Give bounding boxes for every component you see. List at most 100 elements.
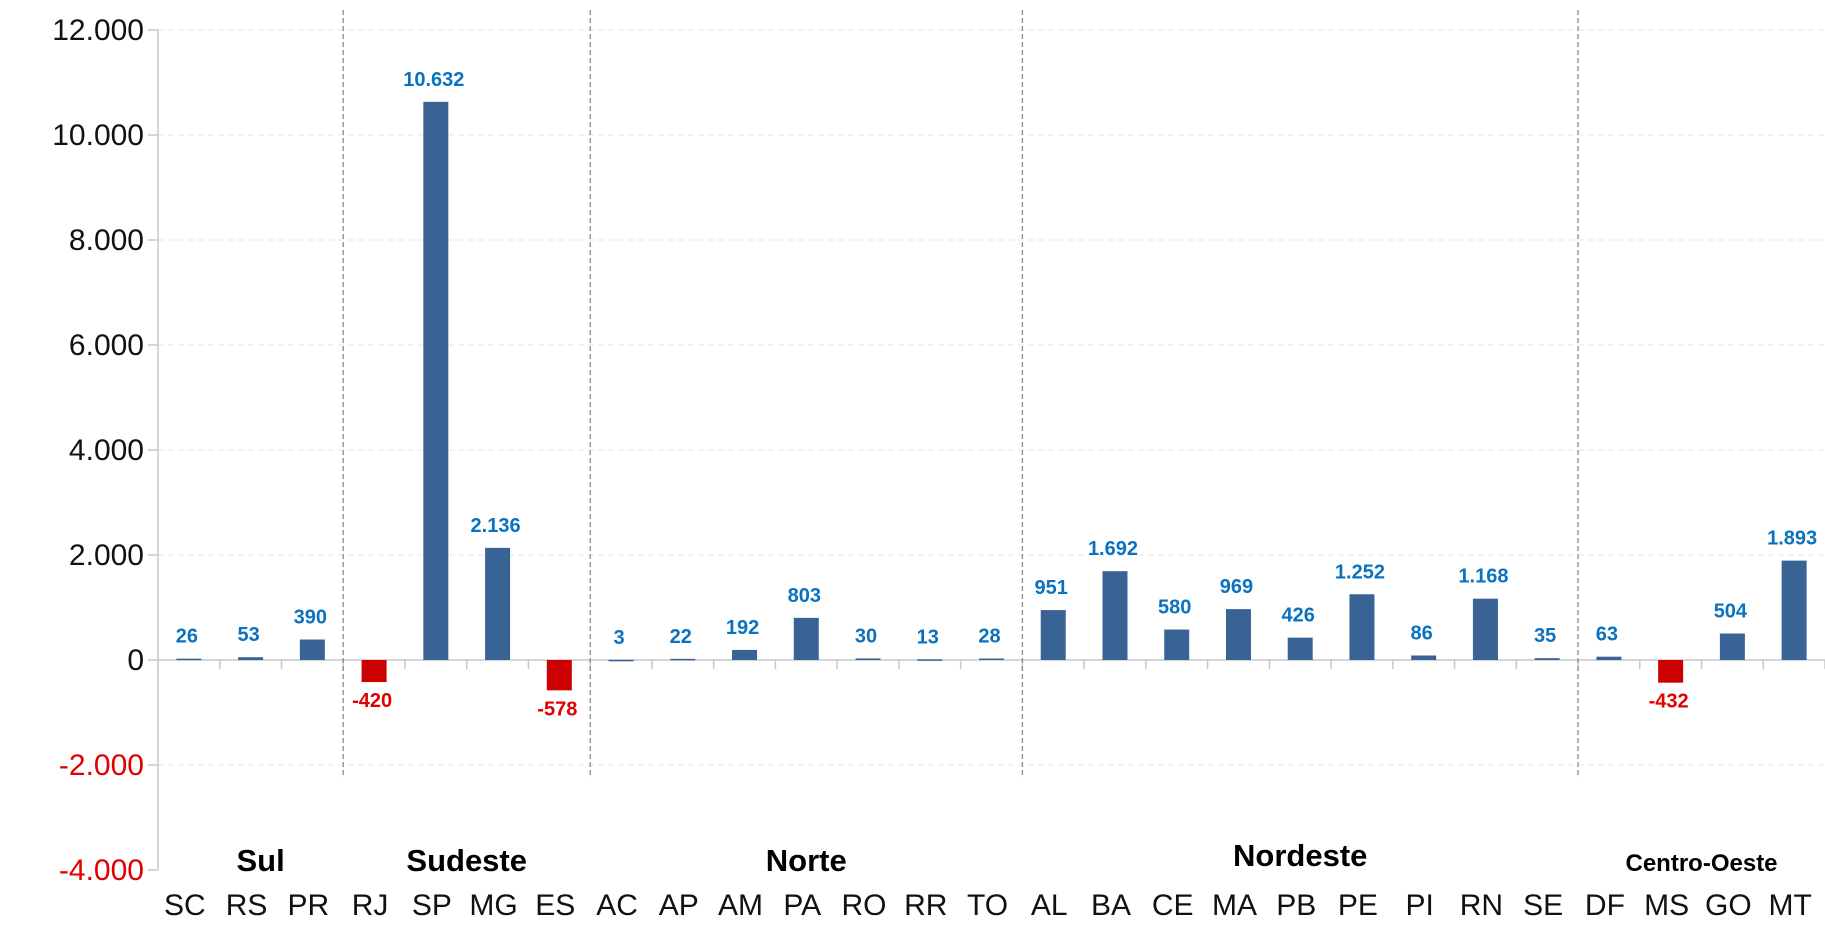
bar-mt [1781,560,1807,660]
data-label-rs: 53 [237,624,259,646]
x-category-label-pr: PR [288,889,330,922]
region-label-nordeste: Nordeste [1233,838,1367,873]
data-label-pi: 86 [1411,622,1433,644]
y-tick-label: 12.000 [52,14,144,47]
bar-rn [1472,598,1498,660]
bar-pa [793,617,819,660]
bar-rj [361,660,387,683]
region-label-sudeste: Sudeste [406,843,527,878]
x-category-label-ac: AC [596,889,638,922]
x-category-label-sp: SP [412,889,452,922]
data-label-am: 192 [726,617,759,639]
x-category-label-go: GO [1705,889,1752,922]
y-tick-label: 2.000 [69,539,144,572]
data-label-mg: 2.136 [471,515,521,537]
bar-pr [299,639,325,660]
bar-sc [176,658,202,661]
bar-rr [917,659,943,661]
y-tick-label: -4.000 [59,854,144,887]
data-label-pa: 803 [788,585,821,607]
region-label-norte: Norte [766,843,847,878]
x-category-label-es: ES [535,889,575,922]
x-category-label-se: SE [1523,889,1563,922]
x-category-label-rs: RS [226,889,268,922]
data-label-go: 504 [1714,601,1748,623]
x-category-label-sc: SC [164,889,206,922]
x-category-label-rr: RR [904,889,947,922]
x-category-label-ap: AP [659,889,699,922]
data-label-sp: 10.632 [403,69,464,91]
bar-sp [423,101,449,660]
bar-ba [1102,571,1128,660]
bar-ac [608,659,634,662]
data-label-sc: 26 [176,626,198,648]
x-category-label-al: AL [1031,889,1068,922]
bar-ro [855,658,881,660]
bar-pb [1287,637,1313,660]
x-category-label-mt: MT [1768,889,1811,922]
bar-pe [1349,594,1375,660]
data-label-ro: 30 [855,625,877,647]
gridlines [158,29,1825,766]
data-label-to: 28 [978,626,1000,648]
bar-es [546,660,572,691]
bar-pi [1411,655,1437,660]
x-category-label-ba: BA [1091,889,1131,922]
bar-al [1040,610,1066,660]
y-tick-label: 10.000 [52,119,144,152]
data-label-ce: 580 [1158,597,1191,619]
data-label-ms: -432 [1649,691,1689,713]
data-label-ba: 1.692 [1088,538,1138,560]
x-category-label-mg: MG [469,889,517,922]
data-label-al: 951 [1035,577,1068,599]
bar-mg [485,547,511,660]
bar-df [1596,656,1622,660]
region-label-centro-oeste: Centro-Oeste [1626,850,1778,877]
data-label-pb: 426 [1282,605,1315,627]
bar-rs [238,657,264,660]
x-category-label-pe: PE [1338,889,1378,922]
y-tick-label: 0 [127,644,144,677]
data-label-rr: 13 [917,626,939,648]
x-axis-category-labels: SC RS PR RJ SP MG ES AC AP AM PA RO RR TO AL BA CE MA PB PE… [164,889,1812,922]
x-category-label-df: DF [1585,889,1625,922]
x-category-label-am: AM [718,889,763,922]
bar-ce [1164,629,1190,660]
bar-ap [670,658,696,661]
y-tick-label: 6.000 [69,329,144,362]
data-label-pr: 390 [294,607,327,629]
region-separators [342,10,1579,779]
bars [176,101,1807,691]
region-label-sul: Sul [236,843,284,878]
data-label-se: 35 [1534,625,1556,647]
data-label-mt: 1.893 [1767,528,1817,550]
x-category-label-rj: RJ [352,889,389,922]
bar-ma [1225,609,1251,660]
data-label-es: -578 [537,698,577,720]
bar-ms [1658,660,1684,683]
data-label-rn: 1.168 [1458,566,1508,588]
y-axis-tick-labels: 12.000 10.000 8.000 6.000 4.000 2.000 0 -2.000 -… [52,14,144,887]
x-category-label-ma: MA [1212,889,1257,922]
x-category-label-ce: CE [1152,889,1194,922]
y-tick-label: 8.000 [69,224,144,257]
x-category-label-ms: MS [1644,889,1689,922]
x-category-label-to: TO [967,889,1008,922]
data-label-ap: 22 [670,626,692,648]
data-label-pe: 1.252 [1335,561,1385,583]
x-category-label-rn: RN [1460,889,1503,922]
data-label-rj: -420 [352,690,392,712]
data-label-ac: 3 [613,627,624,649]
bar-go [1719,633,1745,660]
bar-to [979,658,1004,661]
bar-am [732,649,758,660]
data-label-df: 63 [1596,624,1618,646]
bar-se [1534,658,1560,660]
y-tick-label: -2.000 [59,749,144,782]
x-category-label-ro: RO [842,889,887,922]
x-category-label-pi: PI [1406,889,1434,922]
x-category-label-pa: PA [783,889,821,922]
data-labels: 26 53 390 -420 10.632 2.136 -578 3 22 192 803 30 13 2… [176,69,1817,721]
y-tick-label: 4.000 [69,434,144,467]
